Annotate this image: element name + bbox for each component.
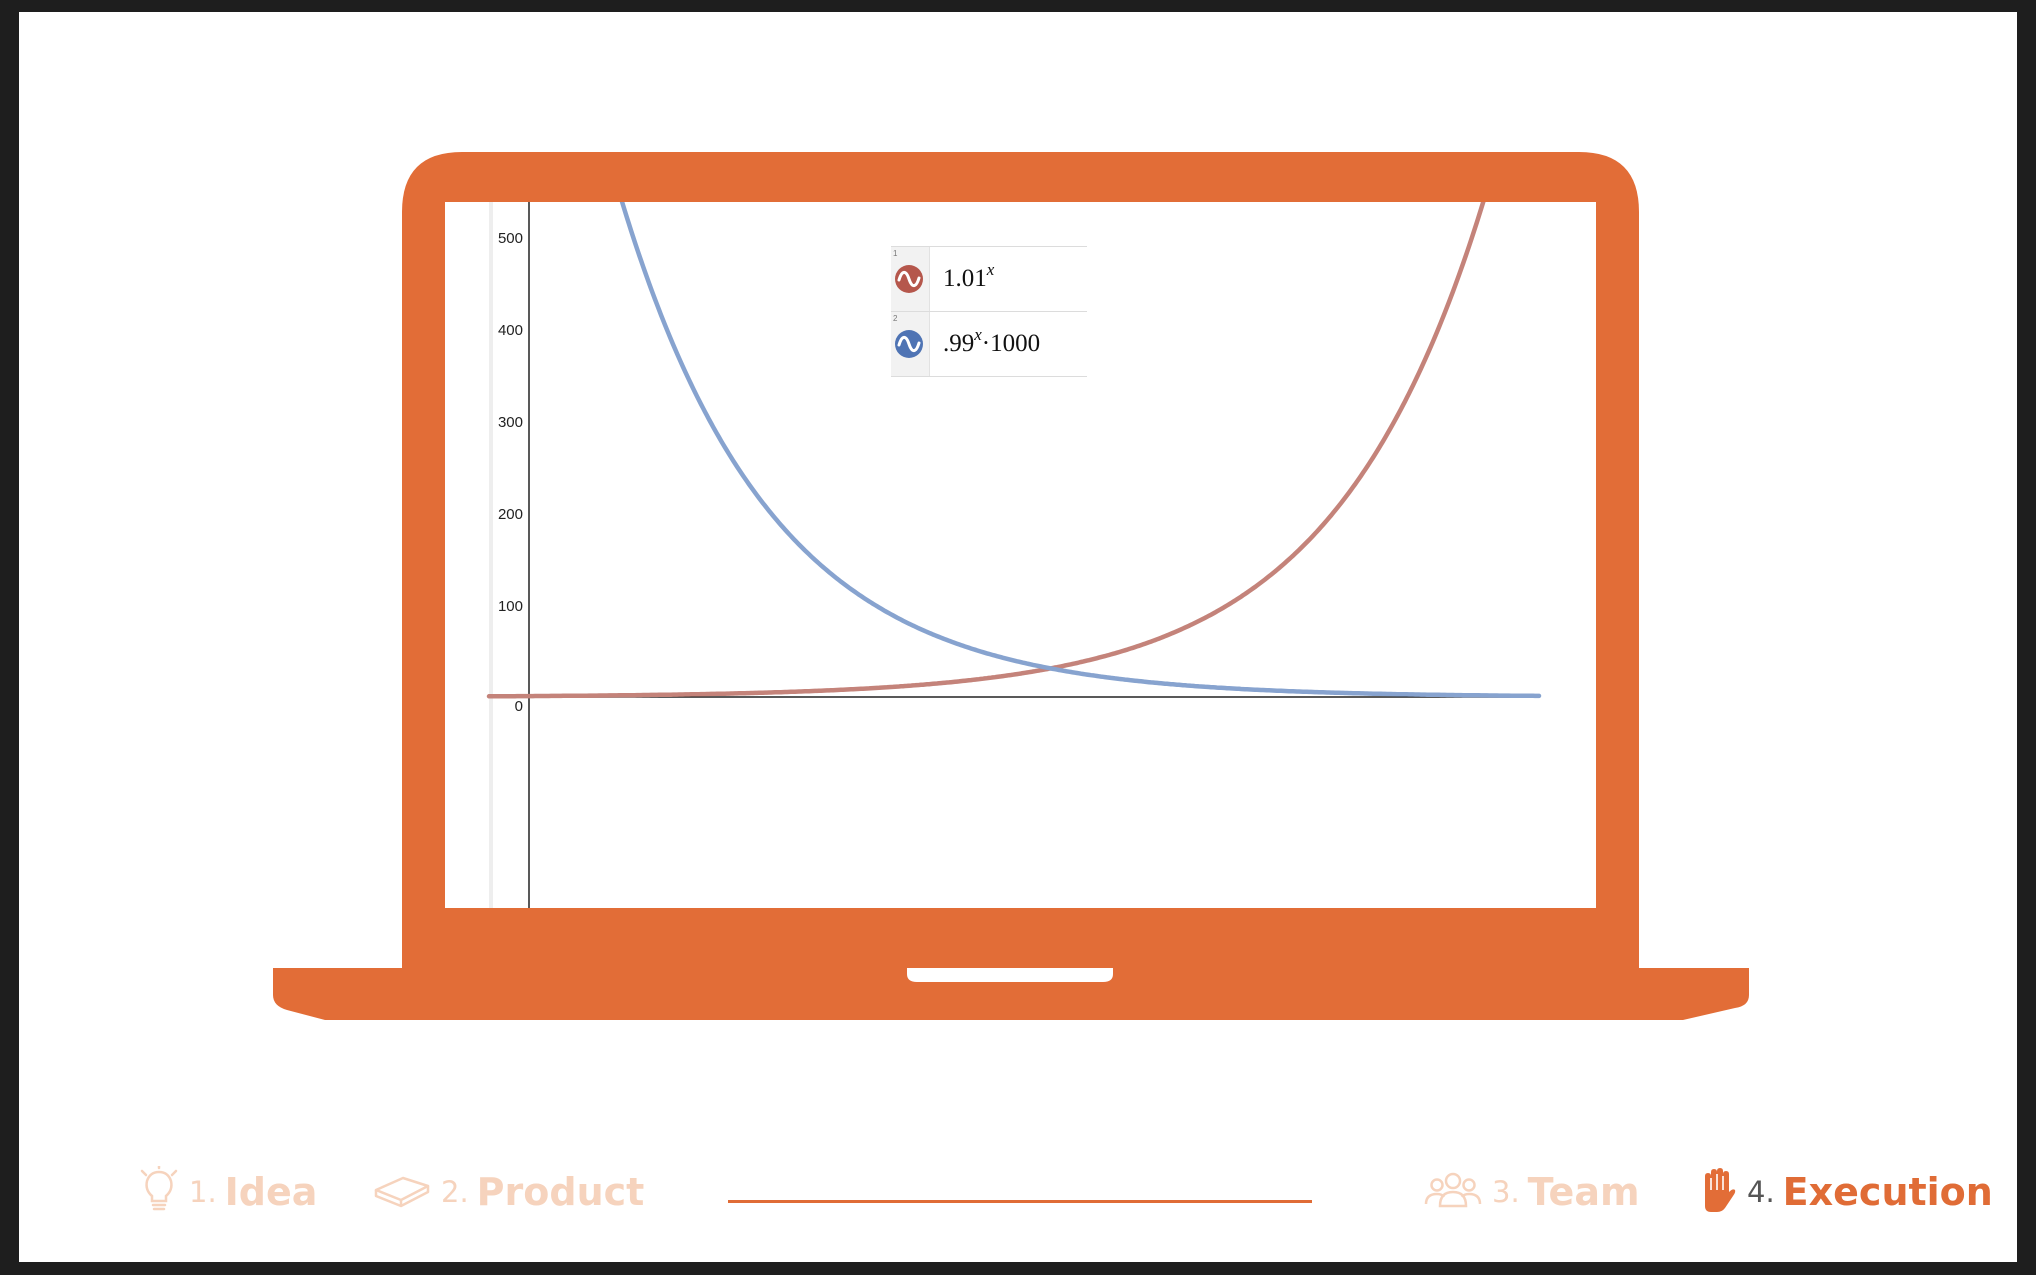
y-tick-label: 100	[498, 598, 523, 615]
wave-icon-red[interactable]	[895, 265, 923, 293]
formula-suffix: ·1000	[981, 330, 1041, 357]
lightbulb-icon	[139, 1164, 179, 1219]
formula-exponent: x	[986, 259, 995, 279]
step-label: Execution	[1782, 1170, 1993, 1214]
y-tick-label: 0	[515, 698, 523, 715]
step-execution[interactable]: 4. Execution	[1699, 1162, 1993, 1222]
y-axis-strip	[489, 202, 493, 908]
curve-growth	[486, 202, 1486, 699]
step-label: Product	[476, 1170, 645, 1214]
y-tick-label: 500	[498, 230, 523, 247]
laptop-base	[273, 968, 1749, 1020]
step-team[interactable]: 3. Team	[1424, 1162, 1640, 1222]
expression-row-2[interactable]: 2 .99x·1000	[891, 311, 1087, 377]
step-number: 4.	[1747, 1175, 1775, 1209]
step-label: Idea	[224, 1170, 318, 1214]
y-tick-label: 400	[498, 322, 523, 339]
expression-formula[interactable]: .99x·1000	[943, 326, 1041, 358]
laptop-screen: 0 100 200 300 400 500 1 1.01x	[445, 202, 1596, 908]
y-tick-label: 200	[498, 506, 523, 523]
box-icon	[373, 1170, 431, 1215]
people-icon	[1424, 1170, 1482, 1215]
hand-icon	[1699, 1166, 1737, 1219]
progress-line	[728, 1200, 1312, 1203]
trackpad-notch	[907, 968, 1113, 982]
formula-base: 1.01	[943, 265, 987, 292]
expression-row-1[interactable]: 1 1.01x	[891, 246, 1087, 311]
expression-index: 2	[893, 314, 898, 323]
graph-canvas[interactable]: 0 100 200 300 400 500	[445, 202, 1596, 908]
expression-formula[interactable]: 1.01x	[943, 261, 994, 293]
step-product[interactable]: 2. Product	[373, 1162, 644, 1222]
expression-index: 1	[893, 249, 898, 258]
curve-decay	[619, 202, 1542, 699]
expression-gutter: 1	[891, 247, 930, 311]
formula-exponent: x	[974, 324, 982, 344]
expression-gutter: 2	[891, 312, 930, 376]
formula-base: .99	[943, 330, 975, 357]
step-number: 2.	[441, 1175, 469, 1209]
step-idea[interactable]: 1. Idea	[139, 1162, 317, 1222]
step-label: Team	[1527, 1170, 1640, 1214]
step-number: 3.	[1492, 1175, 1520, 1209]
y-tick-label: 300	[498, 414, 523, 431]
wave-icon-blue[interactable]	[895, 330, 923, 358]
progress-footer: 1. Idea 2. Product	[19, 1162, 2017, 1222]
expression-list: 1 1.01x 2	[891, 246, 1087, 377]
slide: 0 100 200 300 400 500 1 1.01x	[19, 12, 2017, 1262]
step-number: 1.	[189, 1175, 217, 1209]
